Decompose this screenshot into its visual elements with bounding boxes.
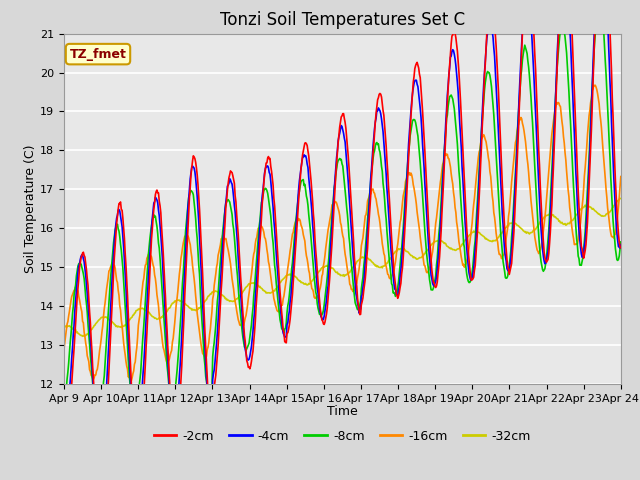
Text: TZ_fmet: TZ_fmet: [70, 48, 127, 60]
Legend: -2cm, -4cm, -8cm, -16cm, -32cm: -2cm, -4cm, -8cm, -16cm, -32cm: [149, 425, 536, 448]
X-axis label: Time: Time: [327, 405, 358, 418]
Y-axis label: Soil Temperature (C): Soil Temperature (C): [24, 144, 37, 273]
Title: Tonzi Soil Temperatures Set C: Tonzi Soil Temperatures Set C: [220, 11, 465, 29]
